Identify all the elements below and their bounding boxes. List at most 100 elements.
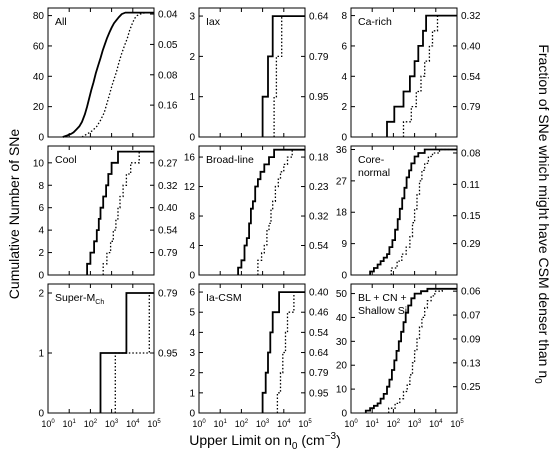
series-dotted: [102, 150, 154, 275]
x-axis-label-close: ): [336, 432, 341, 448]
series-solid: [386, 14, 457, 137]
right-tick-label: 0.46: [309, 308, 329, 319]
panel-5: 0 9 18 27 36 0.08 0.11 0.15 0.29 Core-normal: [336, 145, 481, 282]
x-tick-label: 104: [429, 419, 443, 429]
panel-frame: [47, 7, 155, 138]
right-tick-label: 0.08: [158, 70, 178, 81]
right-tick-label: 0.64: [309, 348, 329, 359]
series-solid: [261, 291, 305, 413]
y-axis-label-right-sub: 0: [532, 378, 543, 384]
right-tick-label: 0.09: [461, 334, 481, 345]
x-tick-label: 102: [387, 419, 401, 429]
x-tick-label: 103: [256, 419, 270, 429]
right-tick-label: 0.40: [309, 288, 329, 299]
right-tick-label: 0.06: [461, 287, 481, 298]
panel-8: 100 101 102 103 104 105 0 10 20 30 40 50 0.06 0.07 0.0…: [336, 283, 481, 429]
y-tick-label: 4: [341, 72, 347, 83]
y-tick-label: 6: [38, 203, 44, 214]
y-tick-label: 18: [336, 208, 348, 219]
y-tick-label: 2: [189, 368, 195, 379]
panel-label: Cool: [55, 154, 77, 166]
right-tick-label: 0.32: [461, 11, 481, 22]
series-dotted: [257, 149, 305, 275]
panel-frame: [198, 283, 306, 414]
y-tick-label: 0: [341, 409, 347, 420]
right-tick-label: 0.18: [309, 153, 329, 164]
right-tick-label: 0.40: [461, 41, 481, 52]
x-tick-label: 101: [63, 419, 77, 429]
y-tick-label: 8: [341, 11, 347, 22]
y-tick-label: 40: [33, 72, 45, 83]
y-tick-label: 3: [189, 348, 195, 359]
right-tick-label: 0.32: [309, 212, 329, 223]
right-tick-label: 0.32: [158, 181, 178, 192]
x-axis-label-exp: −3: [325, 431, 337, 442]
y-tick-label: 8: [38, 181, 44, 192]
x-tick-label: 102: [235, 419, 249, 429]
x-axis-label-sub: 0: [292, 441, 298, 452]
y-tick-label: 4: [189, 328, 195, 339]
y-tick-label: 60: [33, 41, 45, 52]
x-tick-label: 105: [450, 419, 464, 429]
y-tick-label: 6: [341, 41, 347, 52]
right-tick-label: 0.05: [158, 40, 178, 51]
y-tick-label: 80: [33, 11, 45, 22]
right-tick-label: 0.54: [309, 328, 329, 339]
y-tick-label: 2: [38, 248, 44, 259]
y-tick-label: 0: [38, 133, 44, 144]
y-tick-label: 0: [341, 133, 347, 144]
y-axis-label-right-main: Fraction of SNe which might have CSM den…: [536, 44, 550, 378]
x-tick-label: 100: [192, 419, 206, 429]
y-tick-label: 10: [33, 158, 45, 169]
right-tick-label: 0.95: [309, 92, 329, 103]
y-tick-label: 36: [336, 145, 348, 156]
right-tick-label: 0.54: [309, 241, 329, 252]
y-tick-label: 16: [184, 153, 196, 164]
right-tick-label: 0.23: [309, 182, 329, 193]
y-tick-label: 1: [189, 92, 195, 103]
y-tick-label: 20: [336, 361, 348, 372]
panel-frame: [198, 145, 306, 276]
panel-label: BL + CN + Shallow Si: [358, 292, 407, 317]
panel-frame: [47, 145, 155, 276]
y-tick-label: 5: [189, 308, 195, 319]
x-tick-label: 104: [126, 419, 140, 429]
x-tick-label: 101: [214, 419, 228, 429]
y-tick-label: 0: [38, 271, 44, 282]
y-tick-label: 2: [341, 102, 347, 113]
right-tick-label: 0.08: [461, 148, 481, 159]
series-dotted: [402, 14, 457, 137]
series-dotted: [388, 288, 457, 413]
series-solid: [86, 150, 154, 275]
series-dotted: [81, 11, 154, 138]
panel-1: 0 1 2 3 0.64 0.79 0.95 Iax: [189, 7, 329, 144]
x-tick-label: 105: [147, 419, 161, 429]
right-tick-label: 0.25: [461, 382, 481, 393]
x-tick-label: 104: [277, 419, 291, 429]
right-tick-label: 0.40: [158, 203, 178, 214]
x-tick-label: 103: [408, 419, 422, 429]
right-tick-label: 0.16: [158, 101, 178, 112]
y-tick-label: 0: [38, 409, 44, 420]
y-tick-label: 8: [189, 212, 195, 223]
x-axis-label-main: Upper Limit on n: [189, 432, 292, 448]
y-tick-label: 4: [38, 226, 44, 237]
y-tick-label: 27: [336, 176, 348, 187]
right-tick-label: 0.95: [309, 388, 329, 399]
y-tick-label: 10: [336, 385, 348, 396]
x-tick-label: 100: [41, 419, 55, 429]
series-solid: [261, 15, 305, 137]
series-dotted: [273, 15, 305, 137]
y-tick-label: 0: [341, 271, 347, 282]
panel-3: 0 2 4 6 8 10 0.27 0.32 0.40 0.54 0.79 Cool: [33, 145, 178, 282]
right-tick-label: 0.04: [158, 10, 178, 21]
y-tick-label: 0: [189, 271, 195, 282]
panel-label: Broad-line: [206, 154, 254, 166]
right-tick-label: 0.54: [158, 226, 178, 237]
panel-0: 0 20 40 60 80 0.04 0.05 0.08 0.16 All: [33, 7, 178, 144]
series-dotted: [276, 291, 305, 413]
panel-2: 0 2 4 6 8 0.32 0.40 0.54 0.79 Ca-rich: [341, 7, 481, 144]
panel-frame: [350, 283, 458, 414]
series-solid: [62, 11, 154, 138]
